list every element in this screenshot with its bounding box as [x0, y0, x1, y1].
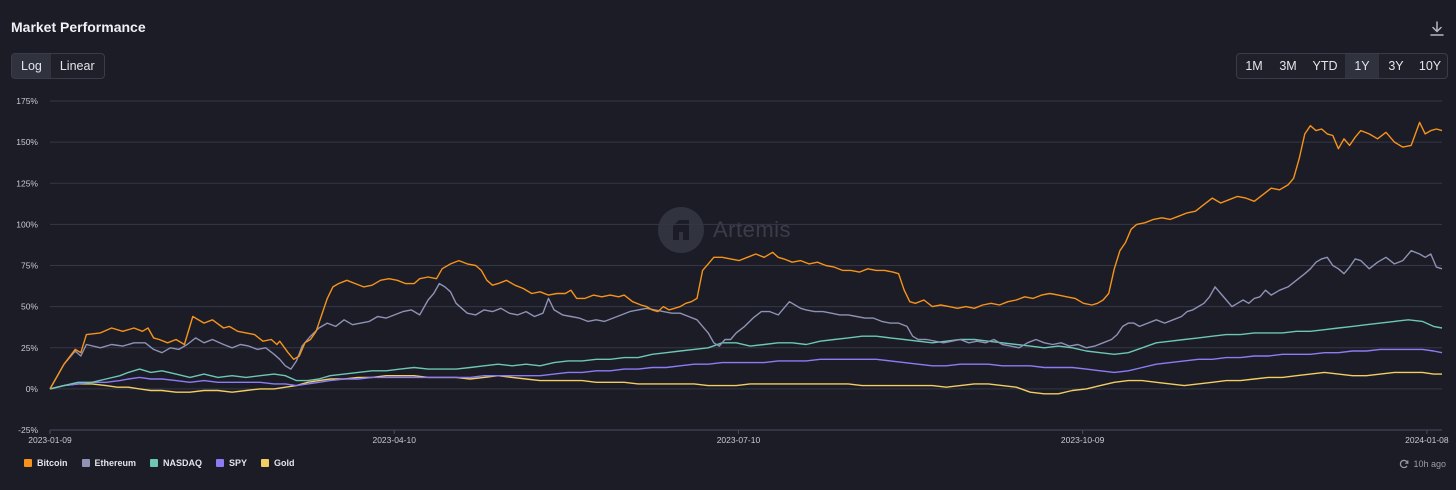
legend-item-nasdaq[interactable]: NASDAQ	[150, 458, 202, 468]
y-tick-label: 75%	[21, 261, 38, 271]
scale-option-linear[interactable]: Linear	[59, 59, 95, 73]
y-tick-label: 50%	[21, 302, 38, 312]
page-title: Market Performance	[11, 19, 146, 35]
x-tick-label: 2023-04-10	[372, 435, 416, 445]
watermark-text: Artemis	[713, 217, 792, 242]
series-line-ethereum[interactable]	[49, 249, 1443, 390]
range-option-10y[interactable]: 10Y	[1418, 59, 1442, 73]
legend-label-bitcoin: Bitcoin	[37, 458, 68, 468]
range-option-1m[interactable]: 1M	[1245, 59, 1263, 73]
legend-item-bitcoin[interactable]: Bitcoin	[24, 458, 68, 468]
y-tick-label: 150%	[16, 137, 38, 147]
range-option-ytd[interactable]: YTD	[1312, 59, 1338, 73]
series-line-gold[interactable]	[49, 371, 1442, 395]
x-tick-label: 2023-07-10	[717, 435, 761, 445]
y-tick-label: 100%	[16, 219, 38, 229]
x-tick-label: 2023-01-09	[28, 435, 72, 445]
series-line-bitcoin[interactable]	[49, 121, 1443, 390]
last-updated: 10h ago	[1399, 459, 1446, 469]
legend-swatch-ethereum	[81, 459, 90, 467]
legend-item-gold[interactable]: Gold	[261, 458, 295, 468]
chart-legend: Bitcoin Ethereum NASDAQ SPY Gold	[24, 458, 295, 468]
scale-toggle: Log Linear	[11, 53, 105, 79]
y-tick-label: 125%	[16, 178, 38, 188]
y-tick-label: 175%	[16, 96, 38, 106]
scale-option-log[interactable]: Log	[12, 54, 51, 78]
last-updated-text: 10h ago	[1413, 459, 1446, 469]
y-tick-label: -25%	[18, 425, 38, 435]
artemis-logo-icon	[658, 207, 704, 253]
range-toggle: 1M 3M YTD 1Y 3Y 10Y	[1236, 53, 1448, 79]
y-tick-label: 0%	[26, 384, 39, 394]
refresh-icon[interactable]	[1399, 459, 1409, 469]
legend-item-ethereum[interactable]: Ethereum	[81, 458, 137, 468]
range-option-3m[interactable]: 3M	[1279, 59, 1297, 73]
legend-label-nasdaq: NASDAQ	[163, 458, 203, 468]
watermark: Artemis	[658, 207, 791, 253]
legend-label-ethereum: Ethereum	[94, 458, 137, 468]
legend-swatch-nasdaq	[150, 459, 159, 467]
series-line-nasdaq[interactable]	[49, 319, 1443, 390]
line-chart: -25% 0% 25% 50% 75% 100% 125% 150% 175% 2023-01-…	[16, 96, 1449, 445]
legend-swatch-bitcoin	[24, 459, 32, 467]
legend-swatch-gold	[261, 459, 270, 467]
legend-swatch-spy	[216, 459, 225, 467]
x-tick-label: 2024-01-08	[1405, 435, 1449, 445]
series-line-spy[interactable]	[49, 348, 1443, 390]
legend-label-gold: Gold	[274, 458, 295, 468]
y-tick-label: 25%	[21, 343, 38, 353]
x-tick-label: 2023-10-09	[1061, 435, 1105, 445]
range-option-1y[interactable]: 1Y	[1345, 54, 1379, 78]
legend-item-spy[interactable]: SPY	[216, 458, 247, 468]
range-option-3y[interactable]: 3Y	[1388, 59, 1404, 73]
download-icon[interactable]	[1428, 20, 1446, 38]
legend-label-spy: SPY	[229, 458, 248, 468]
